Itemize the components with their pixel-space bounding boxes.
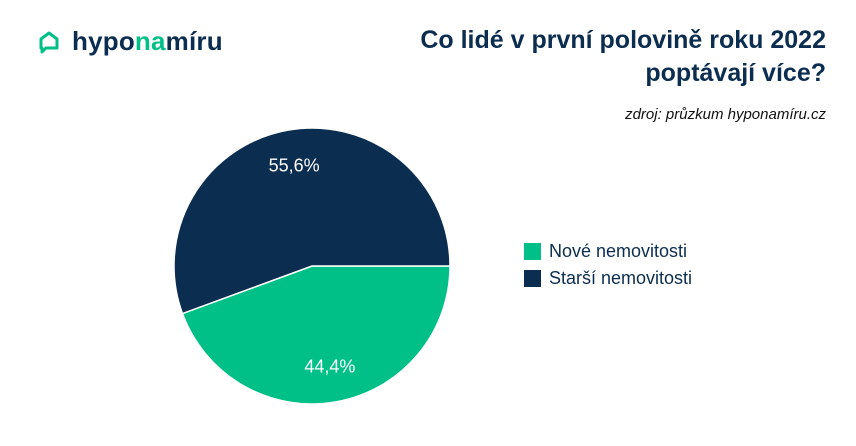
legend-label-new: Nové nemovitosti (549, 241, 688, 261)
chart-title-line-1: Co lidé v první polovině roku 2022 (420, 26, 826, 54)
pie-slice-new (181, 265, 451, 405)
legend-label-old: Starší nemovitosti (549, 268, 693, 288)
chart-source: zdroj: průzkum hyponamíru.cz (625, 106, 826, 123)
pie-label-new: 44,4% (304, 357, 355, 377)
legend-item-old: Starší nemovitosti (524, 265, 692, 292)
chart-legend: Nové nemovitosti Starší nemovitosti (524, 238, 692, 292)
legend-item-new: Nové nemovitosti (524, 238, 692, 265)
legend-swatch-old (524, 270, 541, 287)
brand-logo: hyponamíru (38, 26, 223, 57)
pie-label-old: 55,6% (269, 155, 320, 175)
chart-title: Co lidé v první polovině roku 2022 poptá… (420, 24, 826, 90)
house-chat-icon (38, 30, 60, 54)
pie-slice-old (173, 127, 451, 315)
brand-wordmark: hyponamíru (72, 26, 223, 56)
legend-swatch-new (524, 243, 541, 260)
chart-title-line-2: poptávají více? (645, 59, 826, 87)
